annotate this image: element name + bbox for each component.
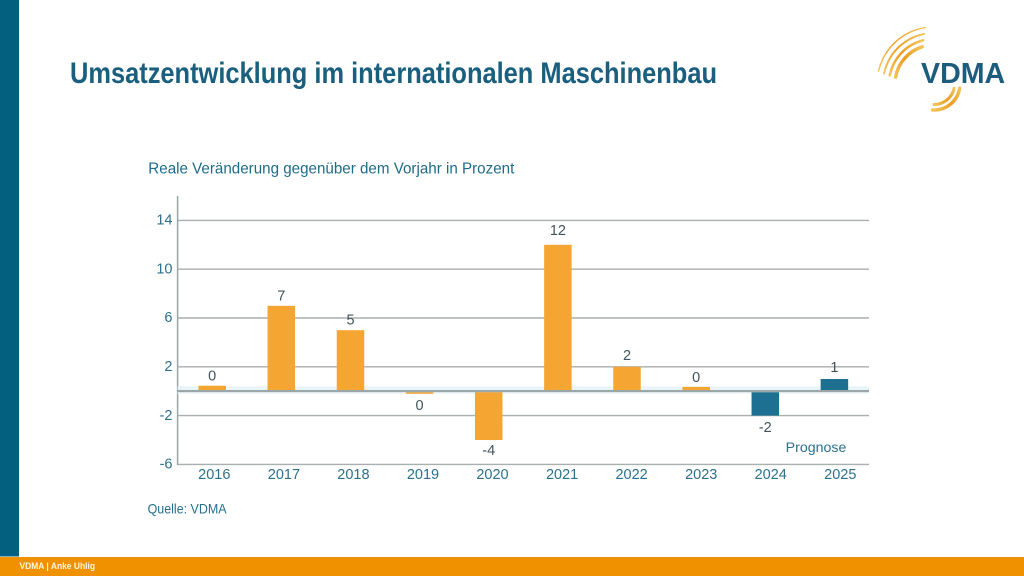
svg-text:0: 0 bbox=[208, 368, 216, 384]
svg-text:0: 0 bbox=[692, 370, 700, 386]
svg-text:10: 10 bbox=[156, 261, 172, 277]
svg-text:VDMA | Anke Uhlig: VDMA | Anke Uhlig bbox=[20, 560, 96, 571]
svg-text:2023: 2023 bbox=[685, 467, 717, 483]
svg-text:VDMA: VDMA bbox=[921, 58, 1005, 90]
svg-text:2019: 2019 bbox=[407, 467, 439, 483]
svg-text:2018: 2018 bbox=[337, 467, 369, 483]
svg-text:-2: -2 bbox=[759, 420, 772, 436]
svg-text:-2: -2 bbox=[160, 408, 173, 424]
svg-text:2: 2 bbox=[623, 348, 631, 364]
svg-text:2021: 2021 bbox=[546, 467, 578, 483]
svg-text:5: 5 bbox=[346, 313, 354, 329]
svg-text:-6: -6 bbox=[160, 457, 173, 473]
svg-text:6: 6 bbox=[164, 310, 172, 326]
svg-text:2: 2 bbox=[164, 359, 172, 375]
svg-text:2025: 2025 bbox=[824, 467, 856, 483]
svg-text:Prognose: Prognose bbox=[786, 440, 847, 456]
svg-text:2024: 2024 bbox=[755, 467, 787, 483]
svg-text:2017: 2017 bbox=[268, 467, 300, 483]
svg-text:2022: 2022 bbox=[615, 467, 647, 483]
svg-text:Quelle: VDMA: Quelle: VDMA bbox=[148, 502, 228, 517]
svg-text:Umsatzentwicklung im internati: Umsatzentwicklung im internationalen Mas… bbox=[70, 57, 717, 90]
svg-text:1: 1 bbox=[830, 360, 838, 376]
svg-text:2016: 2016 bbox=[198, 467, 230, 483]
svg-text:-4: -4 bbox=[482, 443, 495, 459]
svg-text:Reale Veränderung gegenüber de: Reale Veränderung gegenüber dem Vorjahr … bbox=[148, 161, 515, 178]
svg-text:7: 7 bbox=[277, 288, 285, 304]
svg-text:0: 0 bbox=[416, 398, 424, 414]
svg-text:2020: 2020 bbox=[476, 467, 508, 483]
svg-text:12: 12 bbox=[550, 223, 566, 239]
svg-text:14: 14 bbox=[156, 213, 172, 229]
